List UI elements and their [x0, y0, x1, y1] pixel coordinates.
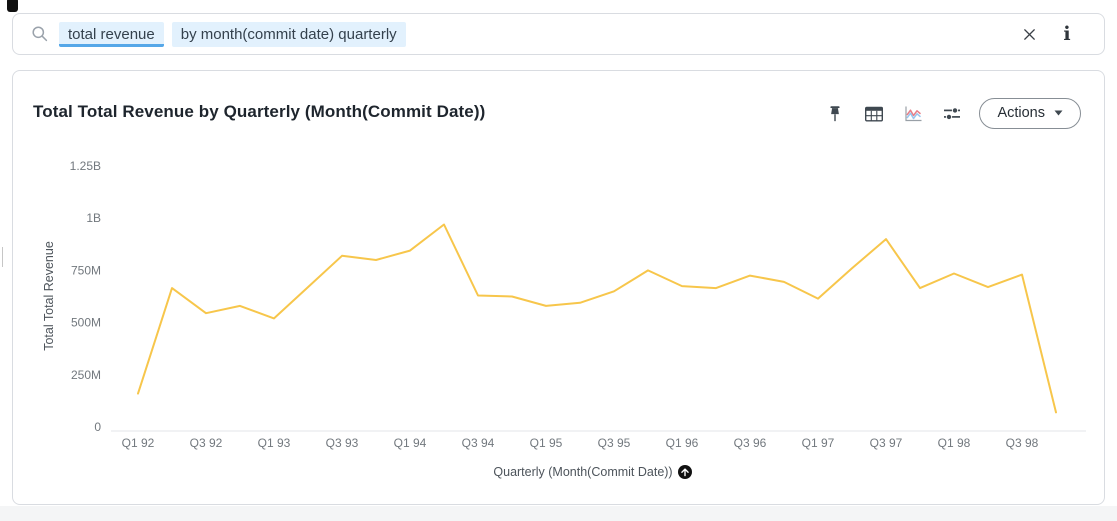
pin-button[interactable]	[824, 103, 846, 125]
search-bar[interactable]: total revenue by month(commit date) quar…	[12, 13, 1105, 55]
x-axis-tick: Q1 93	[258, 436, 291, 450]
answer-title: Total Total Revenue by Quarterly (Month(…	[33, 102, 486, 121]
chart-view-button[interactable]	[902, 103, 924, 125]
y-axis-tick: 500M	[71, 316, 101, 330]
x-axis-tick: Q1 96	[666, 436, 699, 450]
search-token-measure[interactable]: total revenue	[59, 21, 164, 47]
page-background-strip	[0, 506, 1117, 521]
y-axis-tick: 1B	[86, 211, 101, 225]
x-axis-tick: Q3 92	[190, 436, 223, 450]
y-axis-title: Total Total Revenue	[42, 241, 56, 351]
x-axis-tick: Q1 94	[394, 436, 427, 450]
y-axis-tick: 750M	[71, 263, 101, 277]
x-axis-tick: Q1 92	[122, 436, 155, 450]
table-icon	[865, 106, 884, 121]
x-axis-tick: Q3 93	[326, 436, 359, 450]
info-icon: i	[1063, 22, 1071, 45]
answer-card: Total Total Revenue by Quarterly (Month(…	[12, 70, 1105, 505]
x-axis-title: Quarterly (Month(Commit Date))	[493, 465, 672, 479]
search-icon	[31, 25, 49, 43]
close-icon	[1023, 28, 1035, 40]
sort-ascending-icon[interactable]	[678, 465, 692, 479]
actions-button[interactable]: Actions	[979, 98, 1081, 129]
revenue-line[interactable]	[137, 223, 1057, 414]
chevron-down-icon	[1054, 110, 1063, 116]
search-token-grouping[interactable]: by month(commit date) quarterly	[171, 21, 406, 47]
y-axis-tick: 0	[94, 420, 101, 434]
sliders-icon	[944, 106, 961, 120]
x-axis-tick: Q3 97	[870, 436, 903, 450]
y-axis-tick: 250M	[71, 368, 101, 382]
answer-toolbar: Actions	[807, 98, 1081, 129]
x-axis-tick: Q1 98	[938, 436, 971, 450]
search-info-button[interactable]: i	[1056, 23, 1078, 45]
actions-label: Actions	[997, 105, 1045, 121]
chart-type-icon	[905, 106, 922, 121]
table-view-button[interactable]	[863, 103, 885, 125]
scrollbar-fragment[interactable]	[2, 247, 3, 267]
x-axis-tick: Q1 95	[530, 436, 563, 450]
x-axis-tick: Q3 95	[598, 436, 631, 450]
line-chart[interactable]: 0 250M 500M 750M 1B 1.25B Total Total Revenue Q…	[13, 146, 1106, 496]
x-axis-tick: Q1 97	[802, 436, 835, 450]
app-corner-glyph	[7, 0, 18, 12]
x-axis-tick: Q3 98	[1006, 436, 1039, 450]
x-axis-tick: Q3 94	[462, 436, 495, 450]
configure-button[interactable]	[941, 103, 963, 125]
y-axis-tick: 1.25B	[70, 159, 101, 173]
x-axis-tick: Q3 96	[734, 436, 767, 450]
pin-icon	[830, 105, 841, 121]
search-clear-button[interactable]	[1018, 23, 1040, 45]
